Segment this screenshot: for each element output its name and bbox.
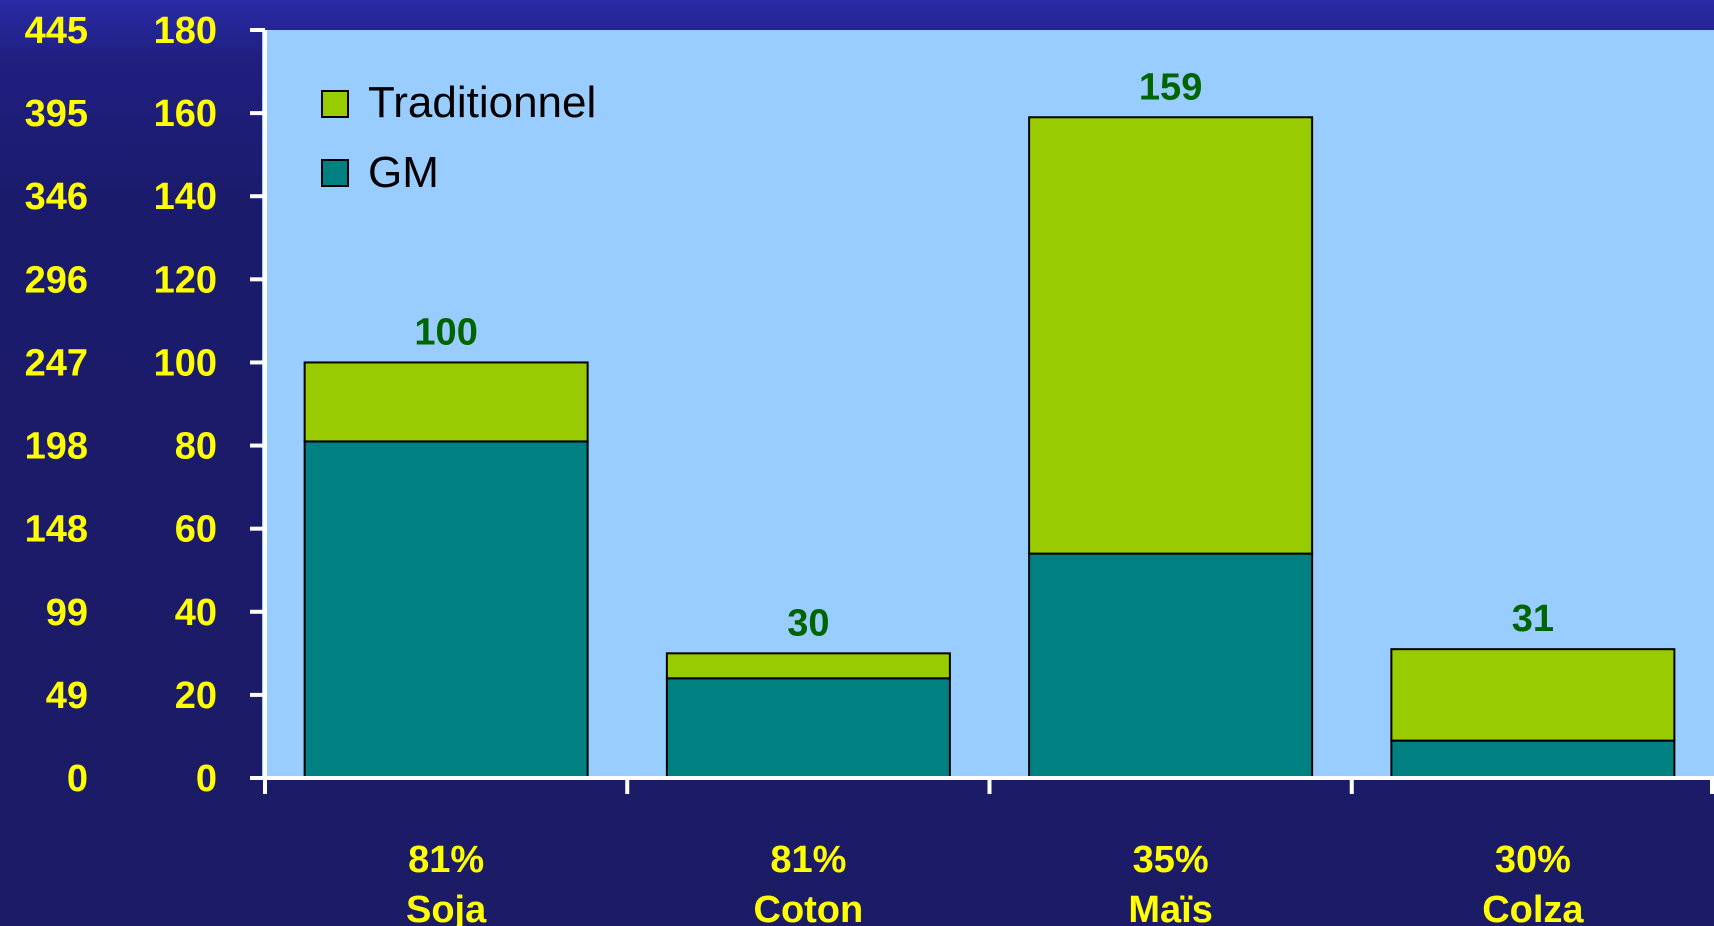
bar-ma-s-gm [1029, 554, 1312, 778]
y2-tick-label-346: 346 [25, 176, 88, 218]
y-tick-label-100: 100 [154, 342, 217, 384]
y2-tick-label-296: 296 [25, 259, 88, 301]
y-tick-label-140: 140 [154, 176, 217, 218]
bar-colza-gm [1391, 741, 1674, 778]
total-label-ma-s: 159 [1139, 66, 1202, 108]
y-tick-label-60: 60 [175, 509, 217, 551]
legend-label-gm: GM [368, 148, 439, 197]
total-label-coton: 30 [787, 602, 829, 644]
category-label-colza: Colza [1482, 889, 1584, 926]
y2-tick-label-49: 49 [46, 675, 88, 717]
legend-swatch-gm [322, 160, 348, 186]
category-percent-soja: 81% [408, 839, 484, 881]
total-label-colza: 31 [1512, 598, 1554, 640]
y2-tick-label-395: 395 [25, 93, 88, 135]
bar-soja-traditionnel [305, 362, 588, 441]
category-percent-ma-s: 35% [1133, 839, 1209, 881]
y-tick-label-160: 160 [154, 93, 217, 135]
bar-coton-traditionnel [667, 653, 950, 678]
bar-coton-gm [667, 678, 950, 778]
y2-tick-label-247: 247 [25, 342, 88, 384]
y-tick-label-20: 20 [175, 675, 217, 717]
bar-soja-gm [305, 441, 588, 778]
bar-colza-traditionnel [1391, 649, 1674, 740]
total-label-soja: 100 [414, 311, 477, 353]
y2-tick-label-148: 148 [25, 509, 88, 551]
y-tick-label-120: 120 [154, 259, 217, 301]
category-label-coton: Coton [754, 889, 864, 926]
y2-tick-label-99: 99 [46, 592, 88, 634]
legend-swatch-traditionnel [322, 91, 348, 117]
y-tick-label-0: 0 [196, 758, 217, 800]
y2-tick-label-445: 445 [25, 10, 88, 52]
category-label-ma-s: Maïs [1128, 889, 1212, 926]
bar-ma-s-traditionnel [1029, 117, 1312, 553]
y-tick-label-80: 80 [175, 426, 217, 468]
y-tick-label-40: 40 [175, 592, 217, 634]
category-percent-colza: 30% [1495, 839, 1571, 881]
y2-tick-label-198: 198 [25, 426, 88, 468]
category-label-soja: Soja [406, 889, 487, 926]
y-tick-label-180: 180 [154, 10, 217, 52]
legend-label-traditionnel: Traditionnel [368, 78, 596, 127]
y2-tick-label-0: 0 [67, 758, 88, 800]
category-percent-coton: 81% [770, 839, 846, 881]
